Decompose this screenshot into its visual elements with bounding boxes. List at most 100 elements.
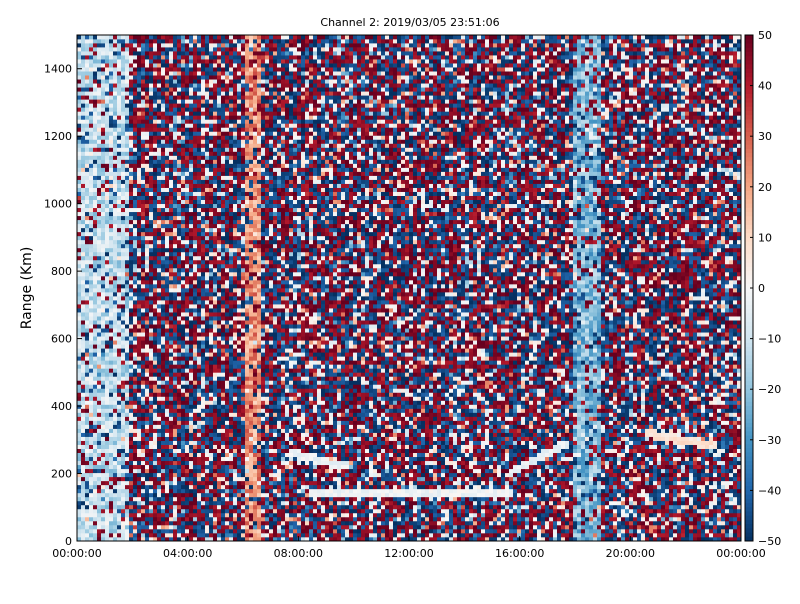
heatmap-cell [185,236,189,240]
heatmap-cell [205,505,209,509]
heatmap-cell [133,525,137,529]
heatmap-cell [217,127,221,131]
heatmap-cell [157,216,161,220]
heatmap-cell [101,445,105,449]
heatmap-cell [217,180,221,184]
heatmap-cell [177,79,181,83]
heatmap-cell [141,260,145,264]
heatmap-cell [141,87,145,91]
heatmap-cell [121,87,125,91]
heatmap-cell [201,485,205,489]
heatmap-cell [109,288,113,292]
heatmap-cell [169,83,173,87]
heatmap-cell [197,151,201,155]
heatmap-cell [77,55,81,59]
heatmap-cell [221,505,225,509]
heatmap-cell [221,469,225,473]
heatmap-cell [129,481,133,485]
heatmap-cell [185,276,189,280]
heatmap-cell [181,296,185,300]
heatmap-cell [185,252,189,256]
heatmap-cell [157,180,161,184]
heatmap-cell [141,244,145,248]
heatmap-cell [225,396,229,400]
heatmap-cell [133,224,137,228]
heatmap-cell [165,59,169,63]
heatmap-cell [105,139,109,143]
heatmap-cell [125,356,129,360]
heatmap-cell [129,83,133,87]
heatmap-cell [185,99,189,103]
heatmap-cell [173,360,177,364]
heatmap-cell [213,268,217,272]
heatmap-cell [185,111,189,115]
heatmap-cell [157,79,161,83]
heatmap-cell [221,264,225,268]
heatmap-cell [149,445,153,449]
heatmap-cell [113,35,117,39]
heatmap-cell [153,493,157,497]
heatmap-cell [77,529,81,533]
heatmap-cell [185,417,189,421]
heatmap-cell [161,43,165,47]
heatmap-cell [209,328,213,332]
heatmap-cell [197,192,201,196]
heatmap-cell [221,159,225,163]
heatmap-cell [89,517,93,521]
heatmap-cell [141,521,145,525]
heatmap-cell [81,404,85,408]
heatmap-cell [133,372,137,376]
heatmap-cell [145,497,149,501]
heatmap-cell [197,103,201,107]
heatmap-cell [217,228,221,232]
heatmap-cell [185,123,189,127]
heatmap-cell [129,111,133,115]
heatmap-cell [185,131,189,135]
heatmap-cell [133,59,137,63]
heatmap-cell [81,429,85,433]
heatmap-cell [117,517,121,521]
heatmap-cell [109,340,113,344]
heatmap-cell [185,425,189,429]
heatmap-cell [145,184,149,188]
heatmap-cell [129,63,133,67]
heatmap-cell [101,360,105,364]
heatmap-cell [221,168,225,172]
heatmap-cell [197,43,201,47]
heatmap-cell [117,164,121,168]
heatmap-cell [169,336,173,340]
heatmap-cell [193,320,197,324]
heatmap-cell [161,328,165,332]
heatmap-cell [125,131,129,135]
heatmap-cell [137,304,141,308]
heatmap-cell [229,364,233,368]
heatmap-cell [81,119,85,123]
heatmap-cell [85,344,89,348]
heatmap-cell [225,284,229,288]
heatmap-cell [173,525,177,529]
heatmap-cell [133,135,137,139]
heatmap-cell [97,300,101,304]
heatmap-cell [185,328,189,332]
heatmap-cell [233,256,237,260]
heatmap-cell [197,328,201,332]
heatmap-cell [233,505,237,509]
heatmap-cell [193,284,197,288]
heatmap-cell [137,71,141,75]
heatmap-cell [233,284,237,288]
heatmap-cell [229,481,233,485]
heatmap-cell [209,441,213,445]
heatmap-cell [197,320,201,324]
heatmap-cell [189,352,193,356]
heatmap-cell [177,533,181,537]
heatmap-cell [77,83,81,87]
heatmap-cell [181,441,185,445]
heatmap-cell [129,151,133,155]
heatmap-cell [217,441,221,445]
heatmap-cell [201,95,205,99]
heatmap-cell [137,212,141,216]
heatmap-cell [137,396,141,400]
heatmap-cell [185,292,189,296]
heatmap-cell [229,131,233,135]
heatmap-cell [157,509,161,513]
